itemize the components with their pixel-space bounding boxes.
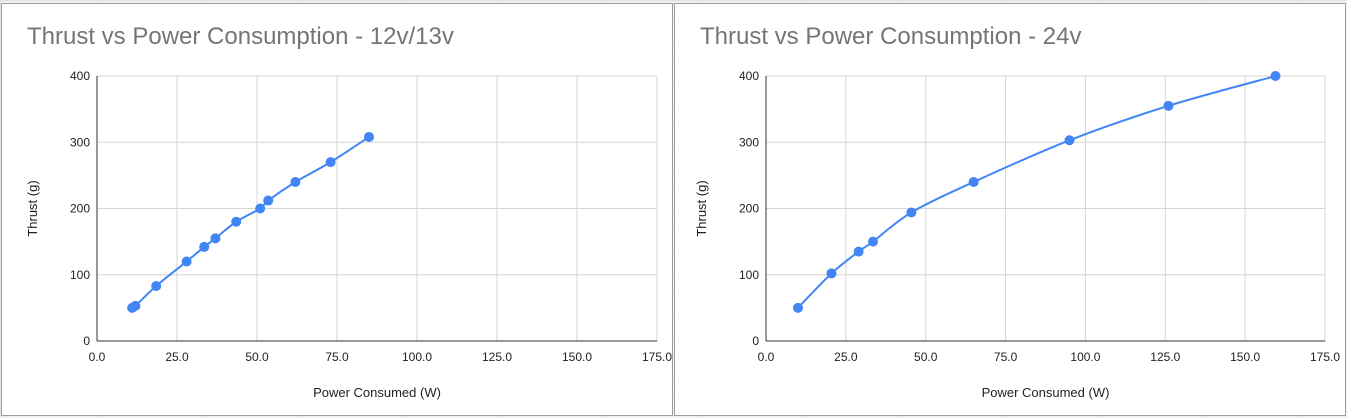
y-tick-label: 100 [739, 268, 759, 282]
data-point[interactable] [1163, 100, 1174, 111]
data-point[interactable] [325, 157, 336, 168]
x-tick-label: 75.0 [994, 350, 1018, 364]
data-point[interactable] [130, 300, 141, 311]
x-tick-label: 175.0 [1310, 350, 1340, 364]
x-tick-label: 75.0 [325, 350, 349, 364]
y-tick-label: 100 [70, 268, 90, 282]
y-tick-label: 400 [739, 69, 759, 83]
chart-panel-12v[interactable]: Thrust vs Power Consumption - 12v/13v 0.… [1, 3, 673, 416]
data-point[interactable] [1270, 71, 1281, 81]
y-axis-title: Thrust (g) [25, 180, 40, 236]
data-point[interactable] [868, 236, 879, 247]
x-tick-label: 0.0 [89, 350, 106, 364]
data-point[interactable] [263, 195, 274, 206]
x-tick-label: 125.0 [482, 350, 512, 364]
y-tick-label: 300 [739, 135, 759, 149]
y-tick-label: 0 [83, 334, 90, 348]
y-tick-label: 0 [752, 334, 759, 348]
y-tick-label: 400 [70, 69, 90, 83]
series-line [797, 75, 1276, 309]
x-tick-label: 0.0 [758, 350, 775, 364]
chart-plot-12v: 0.0 25.0 50.0 75.0 100.0 125.0 150.0 175.0 0 100 2… [25, 69, 672, 400]
x-tick-label: 50.0 [245, 350, 269, 364]
chart-title: Thrust vs Power Consumption - 12v/13v [27, 23, 454, 50]
y-tick-label: 300 [70, 135, 90, 149]
data-point[interactable] [199, 241, 210, 252]
chart-title: Thrust vs Power Consumption - 24v [700, 23, 1082, 50]
y-tick-label: 200 [70, 202, 90, 216]
data-point[interactable] [231, 216, 242, 227]
x-tick-label: 25.0 [165, 350, 189, 364]
x-tick-label: 175.0 [642, 350, 672, 364]
data-point[interactable] [181, 256, 192, 267]
data-point[interactable] [210, 233, 221, 244]
x-tick-label: 100.0 [1070, 350, 1100, 364]
x-tick-label: 25.0 [834, 350, 858, 364]
y-tick-label: 200 [739, 202, 759, 216]
data-point[interactable] [255, 203, 266, 214]
data-point[interactable] [1064, 135, 1075, 146]
x-axis-title: Power Consumed (W) [982, 385, 1110, 400]
data-point[interactable] [826, 268, 837, 279]
data-point[interactable] [906, 207, 917, 218]
x-tick-label: 150.0 [1230, 350, 1260, 364]
data-point[interactable] [792, 302, 803, 313]
x-tick-label: 50.0 [914, 350, 938, 364]
x-tick-label: 125.0 [1150, 350, 1180, 364]
data-point[interactable] [968, 177, 979, 187]
chart-panel-24v[interactable]: Thrust vs Power Consumption - 24v 0.0 25.… [674, 3, 1346, 416]
y-axis-title: Thrust (g) [694, 180, 709, 236]
data-point[interactable] [853, 246, 864, 257]
data-point[interactable] [364, 131, 374, 142]
x-axis-title: Power Consumed (W) [313, 385, 441, 400]
x-tick-label: 100.0 [402, 350, 432, 364]
chart-plot-24v: 0.0 25.0 50.0 75.0 100.0 125.0 150.0 175.0 0 100 2… [694, 69, 1340, 400]
x-tick-label: 150.0 [562, 350, 592, 364]
data-point[interactable] [151, 281, 162, 292]
data-point[interactable] [290, 177, 301, 187]
